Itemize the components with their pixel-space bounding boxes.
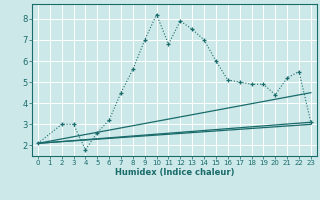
X-axis label: Humidex (Indice chaleur): Humidex (Indice chaleur) [115, 168, 234, 177]
